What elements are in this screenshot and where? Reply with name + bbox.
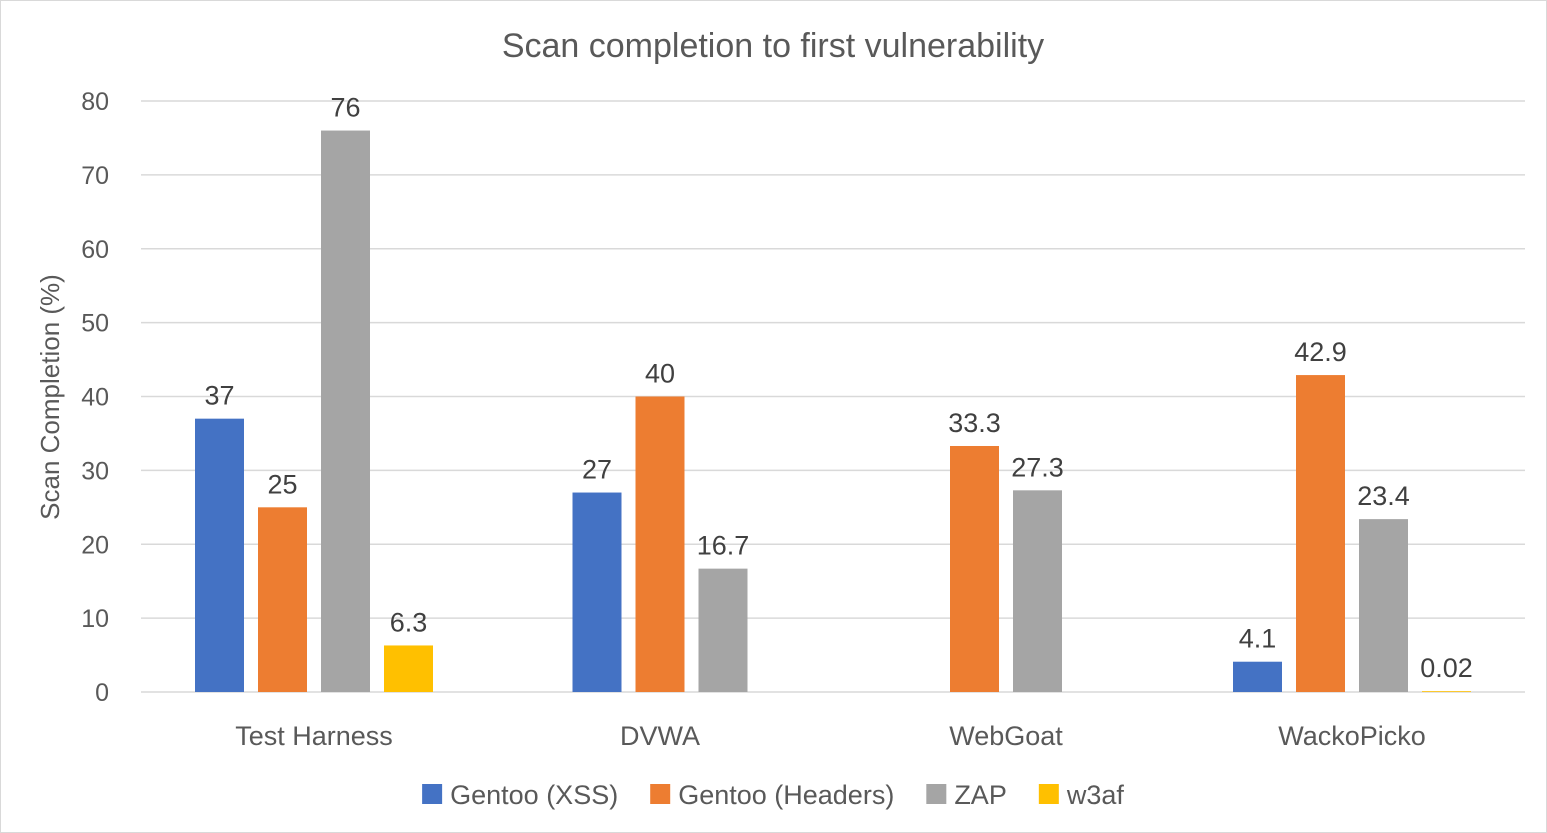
bar-w3af-wackopicko: [1422, 691, 1471, 692]
bar-gentoo-xss-test-harness: [195, 418, 244, 692]
bar-gentoo-headers-dvwa: [635, 396, 685, 692]
y-tick-label-30: 30: [81, 457, 109, 485]
data-label: 4.1: [1239, 624, 1277, 654]
legend-item-gentoo-headers: Gentoo (Headers): [650, 780, 894, 810]
legend-item-zap: ZAP: [926, 780, 1007, 810]
data-label: 27: [582, 455, 612, 485]
y-tick-label-80: 80: [81, 88, 109, 116]
bar-zap-test-harness: [321, 130, 370, 693]
data-label: 33.3: [948, 408, 1001, 438]
data-label: 16.7: [697, 531, 750, 561]
legend-item-gentoo-xss: Gentoo (XSS): [422, 780, 618, 810]
bar-zap-wackopicko: [1359, 519, 1408, 692]
legend-label: Gentoo (XSS): [450, 780, 618, 810]
y-tick-label-10: 10: [81, 605, 109, 633]
category-label-dvwa: DVWA: [620, 721, 700, 751]
legend-swatch: [1038, 784, 1059, 804]
gridlines: [141, 100, 1525, 693]
data-label: 40: [645, 359, 675, 389]
legend: Gentoo (XSS) Gentoo (Headers) ZAP w3af: [422, 780, 1124, 810]
data-label: 25: [267, 469, 297, 499]
data-label: 42.9: [1294, 337, 1347, 367]
legend-label: Gentoo (Headers): [678, 780, 894, 810]
legend-swatch: [422, 784, 443, 804]
data-labels: 37 25 76 6.3 27 40 16.7 33.3 27.3 4.1 42.9 23.4 0.02: [204, 93, 1472, 684]
legend-swatch: [926, 784, 947, 804]
bar-gentoo-xss-wackopicko: [1233, 661, 1282, 692]
data-label: 27.3: [1011, 452, 1064, 482]
data-label: 76: [330, 93, 360, 123]
bars: [195, 130, 1471, 693]
bar-gentoo-headers-test-harness: [258, 507, 307, 692]
legend-swatch: [650, 784, 671, 804]
category-labels: Test Harness DVWA WebGoat WackoPicko: [235, 721, 1426, 751]
category-label-test-harness: Test Harness: [235, 721, 393, 751]
category-label-webgoat: WebGoat: [949, 721, 1063, 751]
data-label: 0.02: [1420, 653, 1473, 683]
legend-label: ZAP: [954, 780, 1007, 810]
y-tick-label-70: 70: [81, 162, 109, 190]
y-tick-labels: 0 10 20 30 40 50 60 70 80: [81, 88, 109, 707]
bar-w3af-test-harness: [384, 645, 433, 692]
bar-gentoo-xss-dvwa: [572, 492, 622, 692]
category-label-wackopicko: WackoPicko: [1278, 721, 1426, 751]
data-label: 37: [204, 381, 234, 411]
data-label: 23.4: [1357, 481, 1410, 511]
legend-label: w3af: [1066, 780, 1125, 810]
bar-gentoo-headers-wackopicko: [1296, 375, 1345, 692]
y-axis-label: Scan Completion (%): [35, 274, 65, 520]
y-tick-label-50: 50: [81, 310, 109, 338]
bar-gentoo-headers-webgoat: [950, 445, 999, 692]
y-tick-label-20: 20: [81, 531, 109, 559]
bar-zap-dvwa: [698, 568, 748, 692]
y-tick-label-60: 60: [81, 236, 109, 264]
y-tick-label-40: 40: [81, 384, 109, 412]
y-tick-label-0: 0: [95, 679, 109, 707]
chart-title: Scan completion to first vulnerability: [502, 27, 1044, 65]
data-label: 6.3: [390, 607, 428, 637]
bar-zap-webgoat: [1013, 490, 1062, 692]
legend-item-w3af: w3af: [1038, 780, 1125, 810]
